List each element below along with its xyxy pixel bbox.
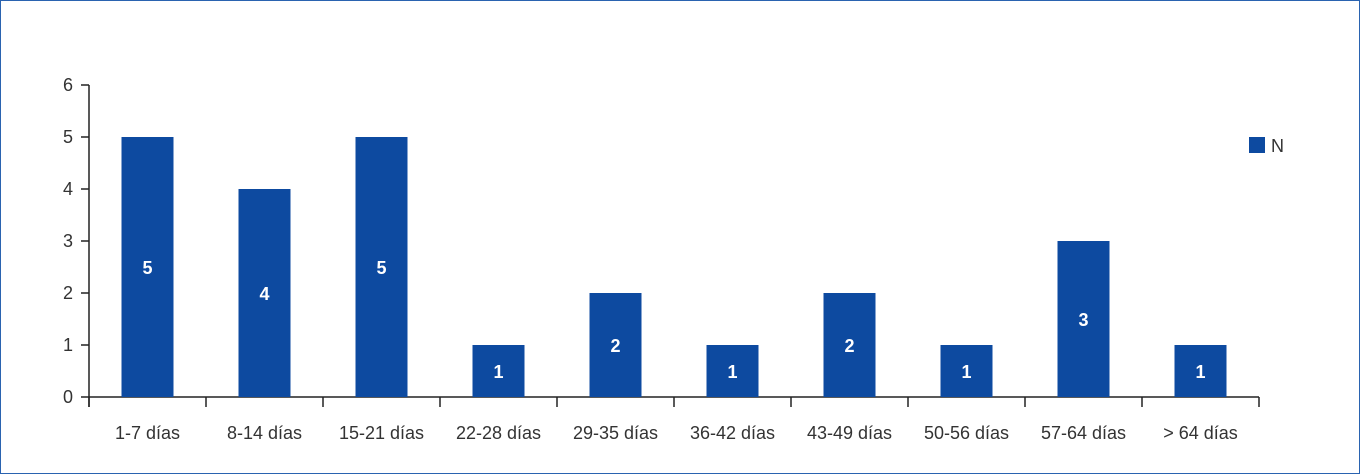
data-label-0: 5 — [142, 258, 152, 278]
y-tick-label-5: 5 — [63, 127, 73, 147]
data-label-5: 1 — [727, 362, 737, 382]
y-tick-label-6: 6 — [63, 75, 73, 95]
category-label-5: 36-42 días — [690, 423, 775, 443]
bar-2 — [355, 137, 408, 397]
category-label-6: 43-49 días — [807, 423, 892, 443]
bar-3 — [472, 345, 525, 397]
bar-1 — [238, 189, 291, 397]
category-label-7: 50-56 días — [924, 423, 1009, 443]
data-label-9: 1 — [1195, 362, 1205, 382]
category-label-0: 1-7 días — [115, 423, 180, 443]
data-label-8: 3 — [1078, 310, 1088, 330]
bar-6 — [823, 293, 876, 397]
bar-5 — [706, 345, 759, 397]
data-label-3: 1 — [493, 362, 503, 382]
y-tick-label-3: 3 — [63, 231, 73, 251]
bar-0 — [121, 137, 174, 397]
category-label-2: 15-21 días — [339, 423, 424, 443]
y-tick-label-0: 0 — [63, 387, 73, 407]
y-tick-label-1: 1 — [63, 335, 73, 355]
data-label-6: 2 — [844, 336, 854, 356]
bar-7 — [940, 345, 993, 397]
category-label-8: 57-64 días — [1041, 423, 1126, 443]
data-label-1: 4 — [259, 284, 269, 304]
legend-label: N — [1271, 136, 1284, 156]
category-label-9: > 64 días — [1163, 423, 1238, 443]
bar-9 — [1174, 345, 1227, 397]
bar-4 — [589, 293, 642, 397]
y-tick-label-4: 4 — [63, 179, 73, 199]
category-label-1: 8-14 días — [227, 423, 302, 443]
y-tick-label-2: 2 — [63, 283, 73, 303]
data-label-2: 5 — [376, 258, 386, 278]
category-label-3: 22-28 días — [456, 423, 541, 443]
data-label-4: 2 — [610, 336, 620, 356]
legend-swatch — [1249, 137, 1265, 153]
category-label-4: 29-35 días — [573, 423, 658, 443]
bar-8 — [1057, 241, 1110, 397]
data-label-7: 1 — [961, 362, 971, 382]
